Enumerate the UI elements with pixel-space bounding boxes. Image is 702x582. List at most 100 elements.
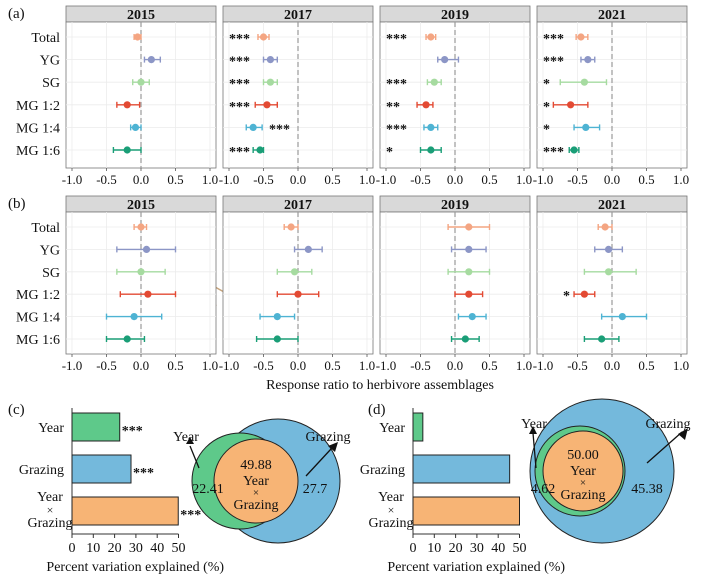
x-tick-label: -1.0: [533, 358, 554, 373]
estimate-point: [259, 33, 268, 41]
venn-arrowhead-year: [529, 426, 537, 434]
x-tick-label: -0.5: [96, 172, 117, 187]
bar: [71, 496, 179, 526]
x-tick-label: -0.5: [410, 358, 431, 373]
panel-label: (c): [8, 402, 25, 418]
x-tick-label: 0.5: [481, 358, 497, 373]
bar-category-label: Year: [378, 490, 404, 505]
estimate-point: [468, 313, 476, 321]
x-tick-label: -1.0: [219, 358, 240, 373]
significance-label: ***: [229, 77, 250, 92]
estimate-point: [273, 313, 281, 321]
facet-year-label: 2017: [284, 198, 312, 213]
treatment-label: Total: [31, 31, 60, 46]
venn-label-overlap: Year: [570, 464, 596, 479]
venn-value-overlap: 49.88: [240, 458, 272, 473]
significance-label: **: [386, 100, 400, 115]
bar: [71, 454, 132, 484]
x-tick-label: 0.0: [604, 358, 620, 373]
x-tick-label: 0.0: [290, 358, 306, 373]
estimate-point: [441, 56, 449, 64]
estimate-point: [142, 245, 151, 253]
venn-arrow-year: [532, 432, 537, 469]
estimate-point: [465, 290, 473, 298]
estimate-point: [266, 78, 274, 86]
significance-label: ***: [543, 145, 564, 160]
estimate-point: [427, 146, 435, 154]
estimate-point: [567, 101, 575, 109]
estimate-point: [133, 33, 142, 41]
estimate-point: [604, 268, 613, 276]
x-tick-label: 1.0: [516, 172, 532, 187]
x-tick-label: 0.0: [447, 358, 463, 373]
bar-category-label: Grazing: [368, 516, 413, 531]
venn-label-grazing: Grazing: [305, 430, 350, 445]
venn-arrowhead-grazing: [678, 428, 688, 440]
estimate-point: [577, 33, 585, 41]
bar: [412, 412, 424, 442]
significance-label: ***: [229, 100, 250, 115]
estimate-point: [584, 56, 592, 64]
x-tick-label: 1.0: [516, 358, 532, 373]
x-tick-label: -0.5: [410, 172, 431, 187]
estimate-point: [144, 290, 152, 298]
x-tick-label: 0.0: [133, 358, 149, 373]
venn-value-grazing: 27.7: [303, 482, 328, 497]
x-tick-label: 0.0: [133, 172, 149, 187]
facet-year-label: 2021: [598, 198, 626, 213]
x-tick-label: 40: [491, 541, 505, 556]
significance-label: ***: [122, 424, 143, 439]
x-tick-label: 0: [69, 541, 76, 556]
x-tick-label: 50: [513, 541, 527, 556]
estimate-point: [137, 268, 145, 276]
significance-label: *: [543, 77, 550, 92]
x-tick-label: 1.0: [359, 358, 375, 373]
x-tick-label: 0.5: [167, 358, 183, 373]
significance-label: ***: [386, 122, 407, 137]
estimate-point: [427, 123, 435, 131]
x-tick-label: 1.0: [673, 172, 689, 187]
panel-label: (b): [8, 196, 26, 212]
x-tick-label: -1.0: [219, 172, 240, 187]
significance-label: ***: [229, 32, 250, 47]
bar-category-label: ×: [388, 503, 395, 517]
estimate-point: [123, 146, 131, 154]
estimate-point: [263, 101, 271, 109]
venn-circle-overlap: [542, 430, 624, 512]
estimate-point: [137, 78, 145, 86]
treatment-label: SG: [42, 266, 60, 281]
x-tick-label: 0.5: [638, 358, 654, 373]
significance-label: ***: [229, 55, 250, 70]
venn-value-year: 22.41: [192, 482, 224, 497]
x-tick-label: 0.5: [638, 172, 654, 187]
significance-label: ***: [543, 55, 564, 70]
x-tick-label: 30: [129, 541, 143, 556]
estimate-point: [580, 290, 589, 298]
estimate-point: [287, 223, 295, 231]
x-axis-title: Response ratio to herbivore assemblages: [266, 378, 494, 393]
estimate-point: [618, 313, 626, 321]
panel-label: (a): [8, 6, 25, 22]
facet-year-label: 2019: [441, 198, 469, 213]
estimate-point: [137, 223, 145, 231]
estimate-point: [147, 56, 155, 64]
bar: [412, 454, 511, 484]
x-tick-label: -1.0: [62, 358, 83, 373]
venn-value-grazing: 45.38: [631, 482, 663, 497]
bar-category-label: Grazing: [360, 463, 405, 478]
facet-year-label: 2015: [127, 198, 155, 213]
estimate-point: [582, 123, 590, 131]
significance-label: *: [386, 145, 393, 160]
venn-arrowhead-grazing: [328, 442, 338, 452]
estimate-point: [422, 101, 430, 109]
x-tick-label: 0.5: [481, 172, 497, 187]
panel-label: (d): [368, 402, 386, 418]
venn-label-grazing: Grazing: [645, 417, 690, 432]
bar: [71, 412, 121, 442]
estimate-point: [123, 101, 131, 109]
treatment-label: SG: [42, 76, 60, 91]
estimate-point: [249, 123, 257, 131]
estimate-point: [427, 33, 435, 41]
x-tick-label: 30: [470, 541, 484, 556]
x-tick-label: 20: [449, 541, 463, 556]
